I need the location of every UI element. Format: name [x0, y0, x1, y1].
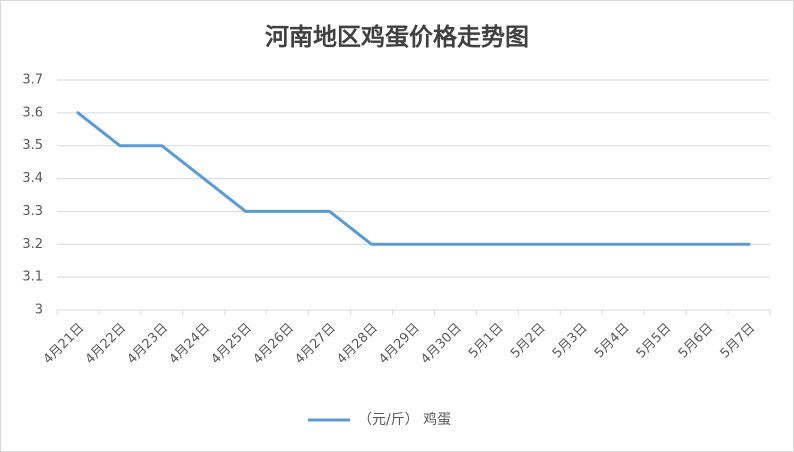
y-tick-label: 3.5	[22, 138, 43, 153]
y-tick-label: 3.6	[22, 105, 43, 120]
y-tick-label: 3.3	[22, 204, 43, 219]
y-tick-label: 3.7	[22, 73, 43, 88]
y-tick-label: 3.2	[22, 237, 43, 252]
line-series	[76, 111, 751, 246]
y-tick-label: 3.1	[22, 270, 43, 285]
legend-label: （元/斤） 鸡蛋	[358, 411, 451, 428]
chart-title: 河南地区鸡蛋价格走势图	[265, 23, 529, 51]
y-tick-label: 3.4	[22, 171, 43, 186]
y-tick-label: 3	[35, 303, 43, 318]
